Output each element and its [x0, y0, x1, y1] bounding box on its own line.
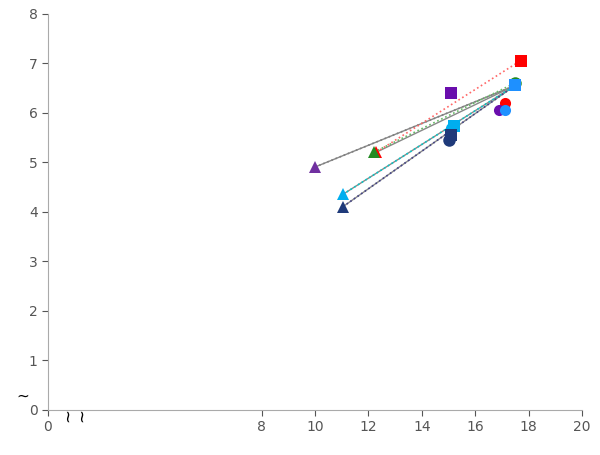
Text: ~: ~: [17, 388, 29, 403]
Text: ~: ~: [58, 408, 76, 422]
Text: ~: ~: [73, 408, 91, 422]
